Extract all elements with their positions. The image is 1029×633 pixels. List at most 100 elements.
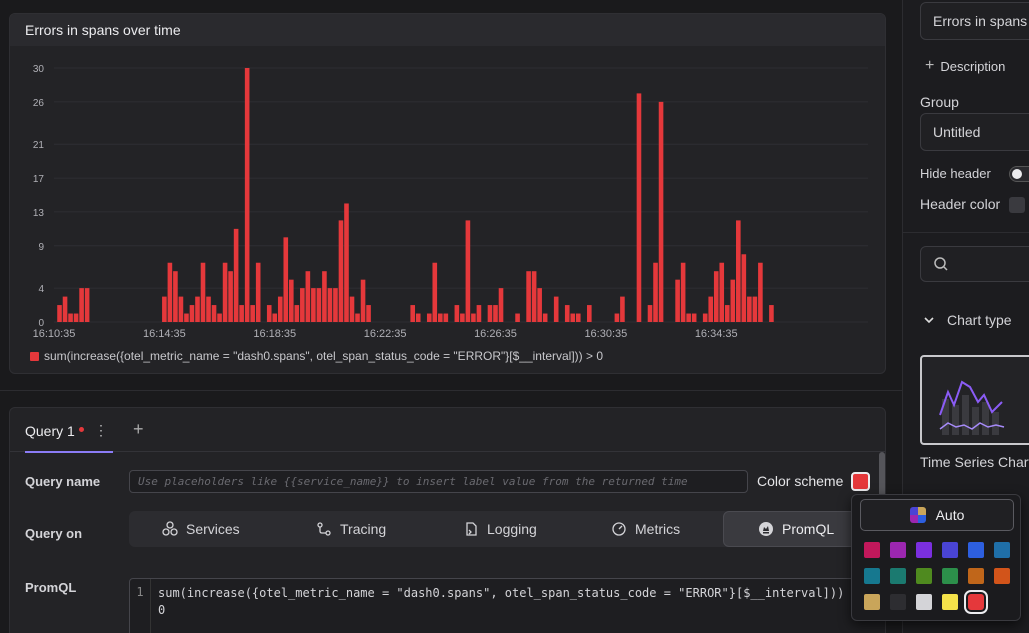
auto-color-button[interactable]: Auto (860, 499, 1014, 531)
error-bar[interactable] (178, 296, 184, 322)
error-bar[interactable] (758, 262, 763, 322)
more-vertical-icon[interactable]: ⋮ (94, 422, 108, 438)
promql-editor[interactable]: 1 sum(increase({otel_metric_name = "dash… (129, 578, 885, 633)
error-bar[interactable] (239, 305, 244, 322)
error-bar[interactable] (73, 313, 79, 322)
chart-search-input[interactable] (920, 246, 1029, 282)
error-bar[interactable] (289, 279, 294, 322)
error-bar[interactable] (173, 271, 178, 322)
error-bar[interactable] (184, 313, 189, 322)
error-bar[interactable] (747, 296, 752, 322)
error-bar[interactable] (68, 313, 73, 322)
error-bar[interactable] (222, 262, 228, 322)
error-bar[interactable] (410, 305, 416, 322)
color-scheme-button[interactable] (851, 472, 870, 491)
error-bar[interactable] (366, 305, 371, 322)
error-bar[interactable] (730, 279, 736, 322)
color-swatch[interactable] (942, 542, 958, 558)
query-on-tracing[interactable]: Tracing (316, 511, 386, 547)
color-swatch[interactable] (864, 568, 880, 584)
error-bar[interactable] (327, 288, 333, 322)
error-bar[interactable] (769, 305, 774, 322)
color-swatch[interactable] (916, 542, 932, 558)
error-bar[interactable] (162, 296, 167, 322)
error-bar[interactable] (570, 313, 576, 322)
error-bar[interactable] (675, 279, 680, 322)
error-bar[interactable] (300, 288, 305, 322)
error-bar[interactable] (658, 101, 664, 322)
error-bar[interactable] (498, 288, 504, 322)
error-bar[interactable] (493, 305, 498, 322)
error-bar[interactable] (686, 313, 691, 322)
query-name-input[interactable]: Use placeholders like {{service_name}} t… (129, 470, 748, 493)
error-bar[interactable] (719, 262, 725, 322)
error-bar[interactable] (250, 305, 255, 322)
tab-query-1[interactable]: Query 1 (25, 423, 84, 439)
error-bar[interactable] (515, 313, 520, 322)
error-bar[interactable] (84, 288, 90, 322)
color-swatch[interactable] (890, 568, 906, 584)
error-bar[interactable] (228, 271, 233, 322)
error-bar[interactable] (438, 313, 443, 322)
error-bar[interactable] (587, 305, 592, 322)
error-bar[interactable] (294, 305, 300, 322)
query-on-metrics[interactable]: Metrics (611, 511, 680, 547)
group-select[interactable]: Untitled (920, 113, 1029, 151)
error-bar[interactable] (752, 296, 758, 322)
error-bar[interactable] (316, 288, 322, 322)
error-bar[interactable] (531, 271, 537, 322)
error-bar[interactable] (553, 296, 559, 322)
error-bar[interactable] (636, 93, 642, 323)
error-bar[interactable] (233, 228, 239, 322)
color-swatch[interactable] (964, 590, 988, 614)
error-bar[interactable] (680, 262, 686, 322)
time-series-chart-thumbnail[interactable] (920, 355, 1029, 445)
error-bar[interactable] (620, 296, 625, 322)
error-bar[interactable] (647, 305, 653, 322)
error-bar[interactable] (487, 305, 493, 322)
error-bar[interactable] (349, 296, 355, 322)
error-bar[interactable] (432, 262, 438, 322)
error-bar[interactable] (708, 296, 714, 322)
error-bar[interactable] (255, 262, 261, 322)
chart-legend[interactable]: sum(increase({otel_metric_name = "dash0.… (30, 349, 603, 363)
error-bar[interactable] (167, 262, 173, 322)
error-bar[interactable] (526, 271, 531, 322)
error-bar[interactable] (564, 305, 570, 322)
error-bar[interactable] (305, 271, 311, 322)
error-bar[interactable] (542, 313, 548, 322)
color-swatch[interactable] (968, 568, 984, 584)
error-bar[interactable] (691, 313, 697, 322)
error-bar[interactable] (426, 313, 432, 322)
add-description-button[interactable]: + Description (925, 57, 1005, 75)
color-swatch[interactable] (916, 594, 932, 610)
error-bar[interactable] (333, 288, 338, 322)
error-bar[interactable] (653, 262, 658, 322)
error-bar[interactable] (217, 313, 222, 322)
color-swatch[interactable] (890, 594, 906, 610)
error-bar[interactable] (575, 313, 581, 322)
error-bar[interactable] (471, 313, 476, 322)
error-bar[interactable] (272, 313, 278, 322)
error-bar[interactable] (79, 288, 84, 322)
chart-type-toggle[interactable]: Chart type (923, 312, 1012, 328)
query-on-promql[interactable]: PromQL (758, 511, 834, 547)
error-bar[interactable] (322, 271, 327, 322)
error-bar[interactable] (741, 254, 747, 322)
error-bar[interactable] (443, 313, 449, 322)
error-bar[interactable] (537, 288, 542, 322)
error-bar[interactable] (62, 296, 68, 322)
error-bar[interactable] (311, 288, 316, 322)
error-bar[interactable] (266, 305, 272, 322)
error-bar[interactable] (344, 203, 349, 322)
query-on-logging[interactable]: Logging (463, 511, 537, 547)
error-bar[interactable] (355, 313, 360, 322)
error-bar[interactable] (211, 305, 217, 322)
color-swatch[interactable] (994, 542, 1010, 558)
color-swatch[interactable] (968, 542, 984, 558)
error-bar[interactable] (724, 305, 730, 322)
error-bar[interactable] (244, 68, 250, 322)
error-bar[interactable] (200, 262, 206, 322)
panel-title-input[interactable]: Errors in spans over time (920, 2, 1029, 40)
color-swatch[interactable] (916, 568, 932, 584)
